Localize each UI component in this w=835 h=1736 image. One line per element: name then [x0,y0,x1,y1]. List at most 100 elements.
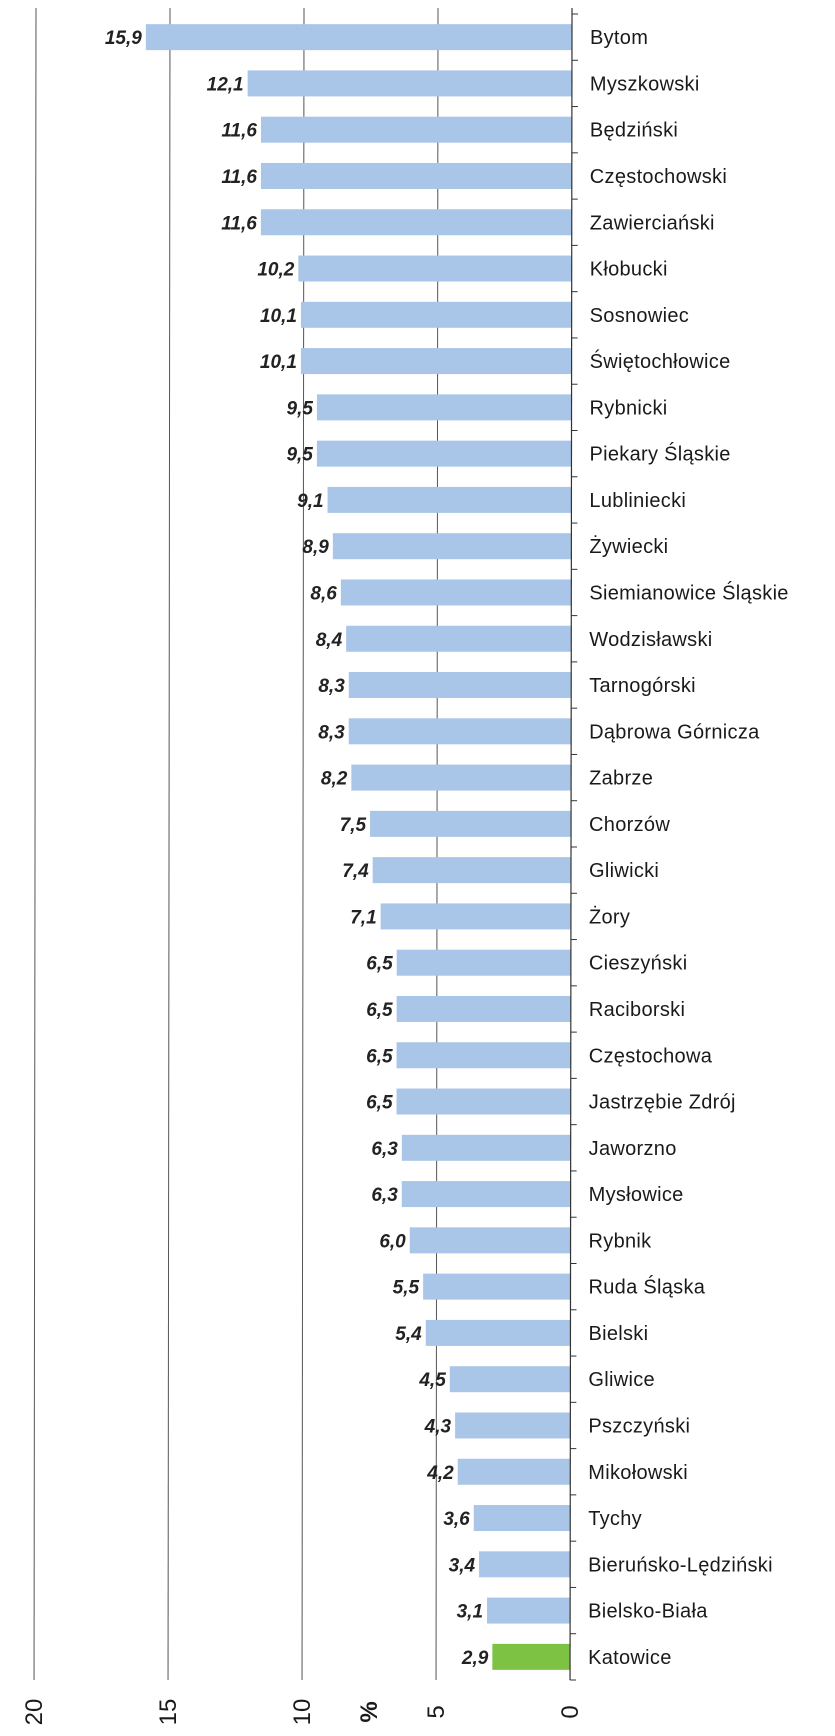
y-axis-line [569,7,573,1681]
data-label: 9,5 [287,398,314,419]
bar [260,162,572,189]
category-label: Będziński [590,120,678,142]
data-label: 9,5 [286,445,313,466]
bar [396,1088,571,1115]
bar [409,1227,571,1254]
data-label: 6,5 [366,954,393,975]
data-label: 8,9 [302,537,329,558]
bar [396,995,571,1022]
category-label: Częstochowa [589,1045,713,1067]
bar [298,255,572,282]
data-label: 6,5 [366,1093,393,1114]
data-label: 6,0 [379,1231,406,1252]
data-label: 5,4 [395,1324,422,1345]
grid-layer [33,7,439,1681]
bar [396,949,571,976]
category-label: Rybnicki [590,397,668,419]
data-label: 3,6 [443,1509,470,1530]
data-label: 8,3 [318,676,345,697]
bar [492,1643,571,1670]
gridline-10 [301,7,305,1681]
bar [316,394,572,421]
category-label: Ruda Śląska [589,1275,706,1299]
bar [327,486,572,513]
category-label: Jastrzębie Zdrój [589,1092,736,1114]
category-label: Częstochowski [590,166,727,188]
bar [487,1597,571,1624]
data-label: 6,3 [371,1185,398,1206]
x-tick-label: 15 [155,1699,182,1726]
value-label-layer: 15,9 12,1 11,6 11,6 11,6 10,2 10,1 10,1 9,5 9,5 9,… [105,28,489,1669]
category-label: Sosnowiec [590,305,689,327]
category-label: Myszkowski [590,73,700,95]
bar [346,625,572,652]
bar [396,1042,571,1069]
data-label: 4,3 [424,1416,452,1437]
data-label: 10,1 [260,306,297,327]
data-label: 8,3 [318,722,345,743]
category-label: Gliwice [588,1369,655,1391]
category-label: Lubliniecki [589,490,686,512]
category-label: Mysłowice [589,1184,684,1206]
category-label: Siemianowice Śląskie [589,580,788,604]
bar [473,1505,571,1532]
data-label: 12,1 [207,74,244,95]
data-label: 11,6 [221,167,257,188]
bar [260,116,572,143]
bar [348,672,572,699]
bar [332,533,572,560]
data-label: 4,2 [426,1463,454,1484]
data-label: 7,1 [350,907,376,928]
category-label: Cieszyński [589,953,688,975]
x-tick-label: 0 [557,1705,584,1718]
data-label: 11,6 [221,213,257,234]
bar [457,1458,571,1485]
category-label: Mikołowski [588,1462,688,1484]
data-label: 7,5 [340,815,367,836]
category-label: Dąbrowa Górnicza [589,721,760,743]
bar [300,301,572,328]
bar [351,764,572,791]
category-label: Bielsko-Biała [588,1601,708,1623]
data-label: 3,4 [449,1555,476,1576]
category-label: Chorzów [589,814,670,836]
category-label: Jaworzno [589,1138,677,1160]
bar [380,903,571,930]
data-label: 6,5 [366,1046,393,1067]
bar [300,348,572,375]
data-label: 11,6 [221,121,257,142]
category-label: Gliwicki [589,860,659,882]
category-label: Raciborski [589,999,685,1021]
category-label: Pszczyński [588,1415,690,1437]
bar [372,857,571,884]
bar [479,1551,571,1578]
category-label: Tychy [588,1508,642,1530]
category-label: Katowice [588,1647,672,1669]
category-label: Żory [589,905,630,928]
bar [340,579,572,606]
category-label: Żywiecki [589,535,668,558]
data-label: 10,2 [257,260,294,281]
gridline-15 [167,7,171,1681]
data-label: 6,3 [371,1139,398,1160]
x-tick-label: 10 [289,1699,316,1726]
bar [348,718,572,745]
x-axis-label: % [356,1701,383,1722]
bar [247,70,572,97]
data-label: 7,4 [342,861,369,882]
data-label: 9,1 [297,491,323,512]
data-label: 2,9 [461,1648,489,1669]
x-tick-label: 5 [423,1705,450,1718]
bar [145,24,572,51]
category-label: Bieruńsko-Lędziński [588,1554,773,1576]
axis-layer [569,7,578,1681]
x-tick-label: 20 [21,1699,48,1726]
bar [316,440,572,467]
category-label: Rybnik [589,1230,653,1252]
tick-label-layer: 0 5 10 15 20 [21,1699,584,1726]
bar [370,810,572,837]
data-label: 5,5 [393,1278,420,1299]
data-label: 15,9 [105,28,142,49]
bar [449,1366,571,1393]
